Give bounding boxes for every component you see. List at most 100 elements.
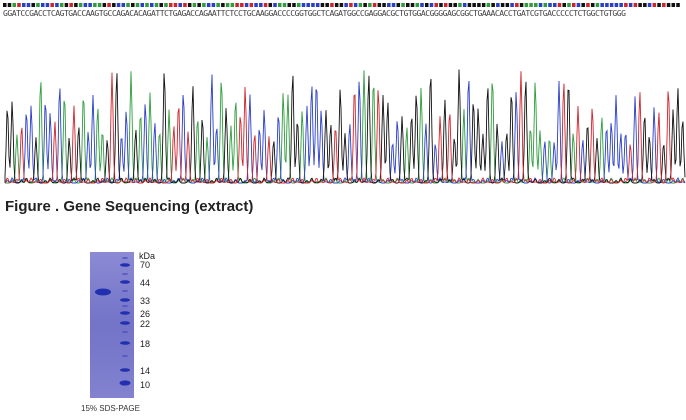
quality-bar: [415, 3, 420, 7]
ladder-band: [120, 280, 130, 284]
quality-bar: [600, 3, 604, 7]
quality-bar: [453, 3, 457, 7]
trace-t: [4, 71, 686, 184]
quality-bar: [26, 3, 31, 7]
quality-bar: [662, 3, 666, 7]
marker-label-70: 70: [140, 260, 151, 270]
quality-bar: [221, 3, 225, 7]
quality-bar: [410, 3, 415, 7]
quality-bar: [567, 3, 571, 7]
ladder-faint-band: [122, 331, 128, 333]
quality-bar: [64, 3, 69, 7]
quality-bar: [505, 3, 510, 7]
quality-bar: [192, 3, 197, 7]
quality-bar: [36, 3, 40, 7]
quality-bar: [638, 3, 642, 7]
sds-page-gel-image: [90, 252, 134, 398]
quality-bar: [59, 3, 64, 7]
quality-bar: [55, 3, 59, 7]
ladder-faint-band: [122, 273, 128, 275]
quality-bar: [306, 3, 310, 7]
trace-c: [4, 74, 686, 184]
quality-bar: [538, 3, 543, 7]
quality-bar: [93, 3, 97, 7]
quality-bar: [3, 3, 7, 7]
quality-bar: [282, 3, 287, 7]
quality-bar: [197, 3, 201, 7]
quality-bar: [112, 3, 116, 7]
quality-bar: [268, 3, 273, 7]
quality-bar: [45, 3, 50, 7]
quality-bar: [259, 3, 263, 7]
quality-bar: [534, 3, 538, 7]
quality-bar: [424, 3, 429, 7]
quality-bar: [97, 3, 102, 7]
quality-bar: [315, 3, 320, 7]
quality-bar: [443, 3, 448, 7]
quality-bar: [519, 3, 524, 7]
quality-bar: [187, 3, 192, 7]
gel-unit-label: kDa: [139, 251, 156, 261]
ladder-band: [119, 380, 131, 386]
quality-bar: [116, 3, 121, 7]
quality-bar: [320, 3, 325, 7]
quality-bar: [524, 3, 529, 7]
quality-bar: [102, 3, 107, 7]
quality-bar: [396, 3, 401, 7]
quality-bar: [633, 3, 638, 7]
quality-bar: [552, 3, 557, 7]
quality-bar: [168, 3, 173, 7]
ladder-faint-band: [122, 305, 128, 307]
quality-bar: [50, 3, 54, 7]
quality-bar: [159, 3, 163, 7]
gel-caption: 15% SDS-PAGE: [81, 404, 140, 413]
quality-bar: [643, 3, 647, 7]
quality-bar: [586, 3, 590, 7]
trace-g: [4, 69, 686, 184]
ladder-faint-band: [122, 355, 128, 357]
quality-bar: [510, 3, 514, 7]
quality-bar: [467, 3, 472, 7]
quality-bar: [325, 3, 329, 7]
quality-bar: [249, 3, 254, 7]
quality-bar: [7, 3, 12, 7]
quality-bar: [529, 3, 533, 7]
quality-bar: [296, 3, 301, 7]
quality-bar: [372, 3, 377, 7]
sequencing-panel: GGATCCGACCTCAGTGACCAAGTGCCAGACACAGATTCTG…: [0, 0, 686, 190]
ladder-band: [120, 263, 130, 267]
quality-bar: [581, 3, 585, 7]
quality-bar: [382, 3, 386, 7]
quality-bar: [292, 3, 296, 7]
quality-bar: [605, 3, 609, 7]
quality-bar: [31, 3, 35, 7]
marker-label-18: 18: [140, 339, 151, 349]
quality-bar: [548, 3, 552, 7]
quality-bar: [429, 3, 434, 7]
quality-bar: [614, 3, 619, 7]
quality-bar: [401, 3, 405, 7]
quality-bar: [434, 3, 438, 7]
quality-bar: [439, 3, 443, 7]
ladder-faint-band: [122, 257, 128, 259]
quality-bar: [88, 3, 92, 7]
quality-bar: [173, 3, 178, 7]
quality-bar: [183, 3, 187, 7]
marker-label-22: 22: [140, 319, 151, 329]
quality-bar: [609, 3, 614, 7]
quality-bar: [202, 3, 206, 7]
quality-bar: [225, 3, 230, 7]
quality-bar: [339, 3, 344, 7]
quality-bar: [363, 3, 367, 7]
quality-bar: [515, 3, 519, 7]
quality-bar: [628, 3, 633, 7]
quality-bar: [368, 3, 372, 7]
quality-bar: [131, 3, 135, 7]
base-sequence: GGATCCGACCTCAGTGACCAAGTGCCAGACACAGATTCTG…: [3, 8, 626, 18]
quality-bar: [543, 3, 548, 7]
quality-bar: [344, 3, 348, 7]
quality-bar: [273, 3, 277, 7]
marker-label-33: 33: [140, 296, 151, 306]
quality-bar: [557, 3, 562, 7]
quality-bar: [358, 3, 363, 7]
